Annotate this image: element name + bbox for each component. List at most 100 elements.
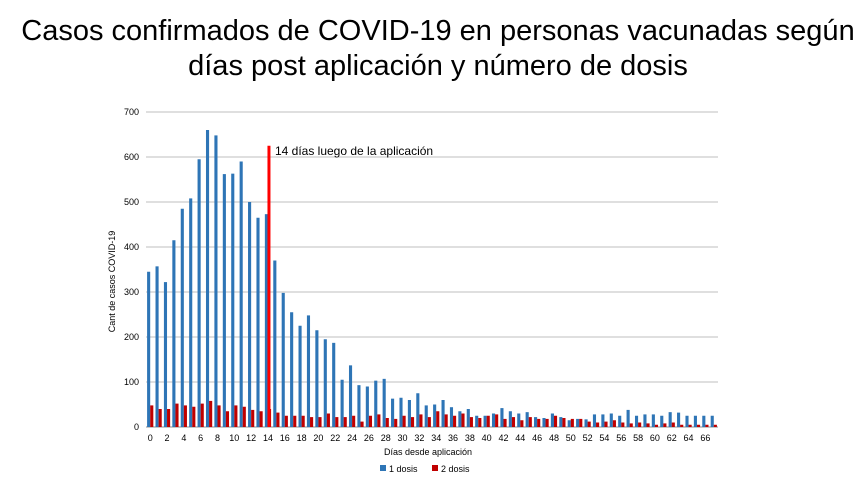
bar-2-dosis-32	[419, 414, 423, 427]
x-tick-label-2: 2	[165, 433, 170, 443]
bar-2-dosis-40	[486, 415, 490, 427]
bar-2-dosis-67	[713, 424, 717, 427]
bar-2-dosis-11	[242, 406, 246, 427]
bar-1-dosis-34	[433, 404, 437, 427]
bar-2-dosis-51	[579, 418, 583, 427]
x-tick-label-0: 0	[148, 433, 153, 443]
bar-2-dosis-10	[234, 405, 238, 427]
x-axis-label: Días desde aplicación	[384, 447, 472, 457]
bar-1-dosis-65	[693, 415, 697, 427]
bar-2-dosis-15	[276, 412, 280, 427]
bar-1-dosis-31	[407, 400, 411, 427]
bar-2-dosis-59	[646, 423, 650, 427]
bar-1-dosis-43	[508, 411, 512, 427]
x-tick-label-26: 26	[364, 433, 374, 443]
bar-2-dosis-45	[528, 417, 532, 427]
x-tick-label-12: 12	[246, 433, 256, 443]
bar-1-dosis-48	[550, 413, 554, 427]
bar-1-dosis-11	[239, 161, 243, 427]
bar-1-dosis-57	[626, 409, 630, 427]
x-tick-label-44: 44	[515, 433, 525, 443]
bar-1-dosis-39	[475, 415, 479, 427]
bar-2-dosis-21	[326, 413, 330, 427]
bar-2-dosis-20	[318, 417, 322, 427]
chart-title-line-2: días post aplicación y número de dosis	[188, 50, 688, 82]
bar-2-dosis-27	[377, 414, 381, 427]
x-tick-label-62: 62	[667, 433, 677, 443]
y-tick-label-0: 0	[134, 422, 139, 432]
x-tick-label-52: 52	[583, 433, 593, 443]
bar-2-dosis-22	[335, 417, 339, 427]
x-tick-label-16: 16	[280, 433, 290, 443]
legend: 1 dosis 2 dosis	[380, 464, 470, 474]
bar-2-dosis-66	[705, 424, 709, 427]
x-tick-labels: 0 2 4 6 8 10 12 14 16 18 20 22 24 26 28 30 32 34 36 38 40 42 4…	[148, 433, 711, 443]
bar-1-dosis-14	[264, 214, 268, 427]
x-tick-label-28: 28	[381, 433, 391, 443]
bar-1-dosis-1	[155, 266, 159, 427]
chart-title-line-1: Casos confirmados de COVID-19 en persona…	[21, 15, 854, 47]
x-tick-label-36: 36	[448, 433, 458, 443]
x-tick-label-42: 42	[498, 433, 508, 443]
series-1-dosis-bars	[147, 130, 714, 427]
bar-2-dosis-36	[453, 415, 457, 427]
bar-2-dosis-16	[284, 415, 288, 427]
legend-label-2-dosis: 2 dosis	[441, 464, 470, 474]
bar-2-dosis-63	[680, 424, 684, 427]
bar-2-dosis-26	[368, 415, 373, 427]
x-tick-label-6: 6	[198, 433, 203, 443]
y-tick-label-300: 300	[124, 287, 139, 297]
bar-1-dosis-27	[374, 380, 378, 427]
bar-2-dosis-65	[696, 424, 701, 427]
bar-2-dosis-29	[394, 418, 398, 427]
bar-1-dosis-62	[668, 412, 672, 427]
y-tick-label-700: 700	[124, 107, 139, 117]
x-tick-label-50: 50	[566, 433, 576, 443]
bar-1-dosis-9	[222, 174, 226, 427]
bar-1-dosis-0	[147, 271, 151, 427]
bar-2-dosis-3	[175, 403, 179, 427]
bar-2-dosis-60	[654, 424, 659, 427]
bar-1-dosis-32	[416, 393, 420, 427]
bar-1-dosis-54	[601, 414, 605, 427]
bar-2-dosis-47	[545, 418, 549, 427]
bar-1-dosis-16	[281, 292, 285, 427]
y-tick-label-100: 100	[124, 377, 139, 387]
bar-1-dosis-38	[466, 409, 470, 427]
bar-1-dosis-50	[567, 420, 571, 427]
bar-1-dosis-37	[458, 411, 462, 427]
bar-2-dosis-39	[478, 418, 482, 427]
bar-1-dosis-19	[306, 315, 311, 427]
bar-2-dosis-62	[671, 422, 675, 427]
series-2-dosis-bars	[150, 400, 717, 427]
bar-2-dosis-18	[301, 415, 305, 427]
x-tick-label-38: 38	[465, 433, 475, 443]
bar-1-dosis-46	[534, 417, 538, 427]
bar-1-dosis-7	[205, 130, 210, 427]
bar-2-dosis-23	[343, 417, 347, 427]
x-tick-label-60: 60	[650, 433, 660, 443]
bar-1-dosis-10	[231, 173, 235, 427]
legend-label-1-dosis: 1 dosis	[389, 464, 418, 474]
bar-1-dosis-44	[517, 413, 521, 427]
x-tick-label-4: 4	[181, 433, 186, 443]
bar-2-dosis-43	[511, 417, 516, 427]
bar-2-dosis-30	[402, 415, 406, 427]
bar-1-dosis-45	[525, 412, 529, 427]
bar-2-dosis-49	[562, 418, 566, 427]
bar-1-dosis-20	[315, 330, 319, 427]
bar-2-dosis-5	[192, 406, 196, 427]
bar-2-dosis-55	[612, 420, 616, 427]
y-tick-label-200: 200	[124, 332, 139, 342]
x-tick-label-54: 54	[599, 433, 609, 443]
bar-2-dosis-12	[251, 409, 255, 427]
bar-1-dosis-23	[340, 379, 344, 427]
bar-1-dosis-18	[298, 325, 302, 427]
bar-1-dosis-21	[323, 339, 327, 427]
bar-1-dosis-60	[651, 414, 655, 427]
bar-1-dosis-63	[677, 412, 681, 427]
bar-2-dosis-50	[570, 418, 574, 427]
bar-2-dosis-54	[604, 421, 608, 427]
x-tick-label-30: 30	[398, 433, 408, 443]
bar-2-dosis-41	[495, 414, 499, 427]
